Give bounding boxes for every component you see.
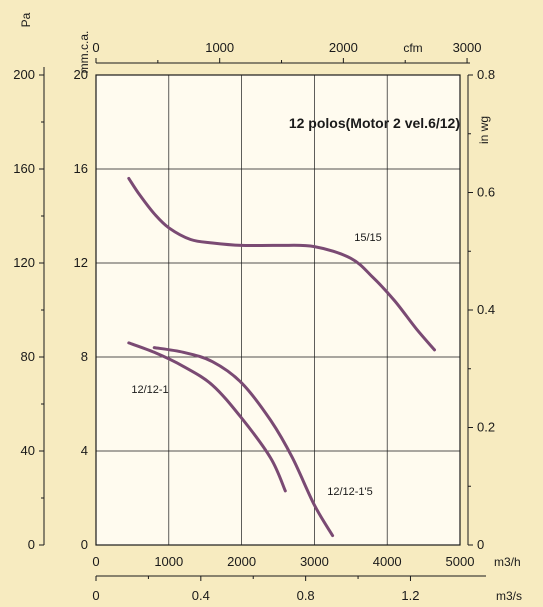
y-inner-tick-label: 16 bbox=[74, 161, 88, 176]
y-right-tick-label: 0.8 bbox=[477, 67, 495, 82]
x-bottom-unit-label: m3/h bbox=[494, 555, 521, 569]
y-outer-unit-label: Pa bbox=[19, 12, 33, 27]
gridlines bbox=[95, 74, 461, 546]
x-bottom2-tick-label: 0.8 bbox=[297, 588, 315, 603]
y-outer-tick-label: 0 bbox=[28, 537, 35, 552]
x-bottom2-tick-label: 0.4 bbox=[192, 588, 210, 603]
y-inner-tick-label: 8 bbox=[81, 349, 88, 364]
x-bottom-tick-label: 2000 bbox=[227, 554, 256, 569]
y-inner-tick-label: 0 bbox=[81, 537, 88, 552]
curve-line bbox=[127, 176, 436, 352]
curve-label: 15/15 bbox=[354, 232, 382, 244]
y-right-unit-label: in wg bbox=[477, 116, 491, 144]
x-bottom-tick-label: 1000 bbox=[154, 554, 183, 569]
x-bottom2-tick-label: 1.2 bbox=[401, 588, 419, 603]
x-top-unit-label: cfm bbox=[403, 41, 422, 55]
plot-area bbox=[96, 75, 460, 545]
x-bottom-tick-label: 3000 bbox=[300, 554, 329, 569]
y-right-tick-label: 0.4 bbox=[477, 302, 495, 317]
y-outer-tick-label: 120 bbox=[13, 255, 35, 270]
x-bottom-tick-label: 4000 bbox=[373, 554, 402, 569]
plot-frame bbox=[95, 74, 461, 546]
y-inner-tick-label: 20 bbox=[74, 67, 88, 82]
x-bottom-tick-label: 5000 bbox=[446, 554, 475, 569]
chart-title: 12 polos(Motor 2 vel.6/12) bbox=[289, 115, 460, 131]
curve-line bbox=[152, 346, 335, 538]
y-outer-tick-label: 80 bbox=[21, 349, 35, 364]
x-top-tick-label: 3000 bbox=[453, 40, 482, 55]
x-top-tick-label: 1000 bbox=[205, 40, 234, 55]
x-bottom2-unit-label: m3/s bbox=[496, 589, 522, 603]
x-top-tick-label: 0 bbox=[92, 40, 99, 55]
y-outer-tick-label: 40 bbox=[21, 443, 35, 458]
curve-labels: 15/15 12/12-1'5 12/12-1 bbox=[131, 232, 381, 498]
y-inner-unit-label: mm.c.a. bbox=[77, 31, 91, 74]
curve-label: 12/12-1 bbox=[131, 384, 168, 396]
x-bottom-tick-label: 0 bbox=[92, 554, 99, 569]
axes: 048121620mm.c.a.04080120160200Pa00.20.40… bbox=[13, 12, 522, 603]
y-inner-tick-label: 12 bbox=[74, 255, 88, 270]
y-inner-tick-label: 4 bbox=[81, 443, 88, 458]
x-top-tick-label: 2000 bbox=[329, 40, 358, 55]
y-right-tick-label: 0 bbox=[477, 537, 484, 552]
x-bottom2-tick-label: 0 bbox=[92, 588, 99, 603]
y-right-tick-label: 0.2 bbox=[477, 420, 495, 435]
curves bbox=[127, 176, 436, 538]
curve-label: 12/12-1'5 bbox=[327, 486, 373, 498]
y-outer-tick-label: 200 bbox=[13, 67, 35, 82]
y-outer-tick-label: 160 bbox=[13, 161, 35, 176]
y-right-tick-label: 0.6 bbox=[477, 185, 495, 200]
curve-line bbox=[127, 341, 287, 493]
